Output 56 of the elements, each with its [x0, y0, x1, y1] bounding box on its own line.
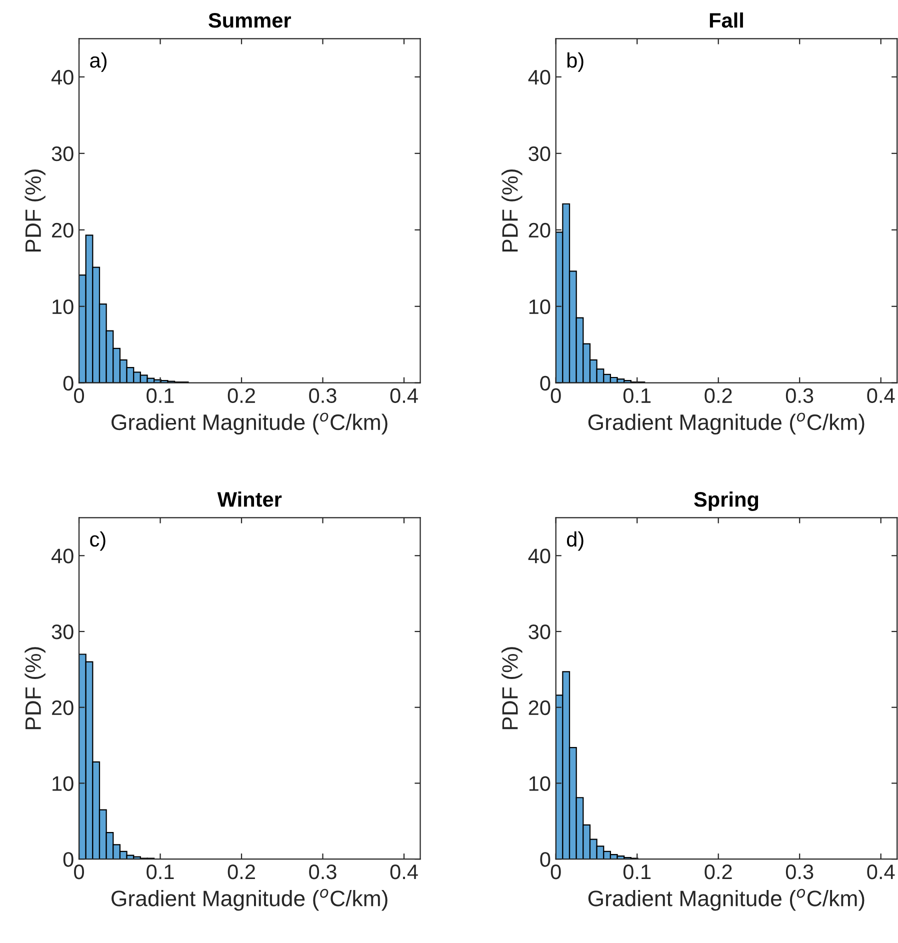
- chart-title: Summer: [208, 13, 292, 28]
- annotation: c): [90, 531, 106, 551]
- y-tick-label: 20: [528, 700, 550, 716]
- y-tick-label: 0: [63, 376, 74, 391]
- x-axis-title: Gradient Magnitude ($^{o}$C/km): [588, 888, 864, 911]
- y-tick-label: 30: [528, 146, 550, 162]
- y-tick-label: 30: [52, 146, 74, 162]
- x-tick-label: 0.4: [867, 388, 895, 404]
- y-tick-label: 10: [529, 299, 550, 314]
- y-tick-label: 30: [52, 624, 74, 640]
- chart-title: Winter: [217, 492, 282, 507]
- y-tick-label: 0: [540, 852, 550, 867]
- y-tick-label: 0: [540, 376, 550, 391]
- y-tick-label: 10: [52, 776, 74, 791]
- x-tick-label: 0.3: [786, 388, 814, 404]
- y-tick-label: 0: [63, 852, 74, 867]
- x-axis-title: Gradient Magnitude ($^{o}$C/km): [112, 412, 388, 435]
- y-tick-label: 40: [51, 548, 74, 564]
- annotation: a): [90, 52, 106, 72]
- y-axis-title: PDF (%): [24, 647, 46, 730]
- x-tick-label: 0.2: [704, 864, 732, 880]
- annotation: b): [567, 52, 584, 72]
- x-tick-label: 0: [550, 388, 561, 404]
- y-tick-label: 20: [52, 700, 74, 716]
- y-tick-label: 10: [52, 299, 74, 314]
- x-axis-title: Gradient Magnitude ($^{o}$C/km): [588, 412, 864, 435]
- x-tick-label: 0.1: [623, 388, 651, 404]
- x-tick-label: 0.3: [786, 864, 814, 880]
- x-axis-title: Gradient Magnitude ($^{o}$C/km): [112, 888, 388, 911]
- x-tick-label: 0.3: [309, 388, 336, 404]
- chart-title: Spring: [694, 492, 758, 512]
- y-tick-label: 20: [52, 222, 74, 238]
- y-axis-title: PDF (%): [502, 170, 522, 252]
- x-tick-label: 0: [74, 388, 84, 404]
- y-axis-title: PDF (%): [24, 170, 46, 252]
- x-tick-label: 0.1: [146, 864, 174, 880]
- x-tick-label: 0.2: [228, 864, 255, 880]
- y-tick-label: 40: [51, 70, 74, 85]
- y-tick-label: 30: [528, 624, 550, 640]
- x-tick-label: 0.3: [309, 864, 336, 880]
- x-tick-label: 0.1: [623, 864, 651, 880]
- x-tick-label: 0.2: [704, 388, 732, 404]
- x-tick-label: 0.2: [228, 388, 255, 404]
- y-tick-label: 20: [528, 222, 550, 238]
- x-tick-label: 0: [74, 864, 84, 880]
- x-tick-label: 0: [550, 864, 561, 880]
- y-tick-label: 10: [529, 776, 550, 791]
- y-axis-title: PDF (%): [502, 647, 522, 730]
- x-tick-label: 0.4: [390, 864, 418, 880]
- x-tick-label: 0.1: [146, 388, 174, 404]
- y-tick-label: 40: [528, 548, 550, 564]
- y-tick-label: 40: [528, 70, 550, 85]
- x-tick-label: 0.4: [390, 388, 418, 404]
- chart-title: Fall: [710, 12, 743, 28]
- annotation: d): [566, 531, 584, 551]
- x-tick-label: 0.4: [867, 864, 895, 880]
